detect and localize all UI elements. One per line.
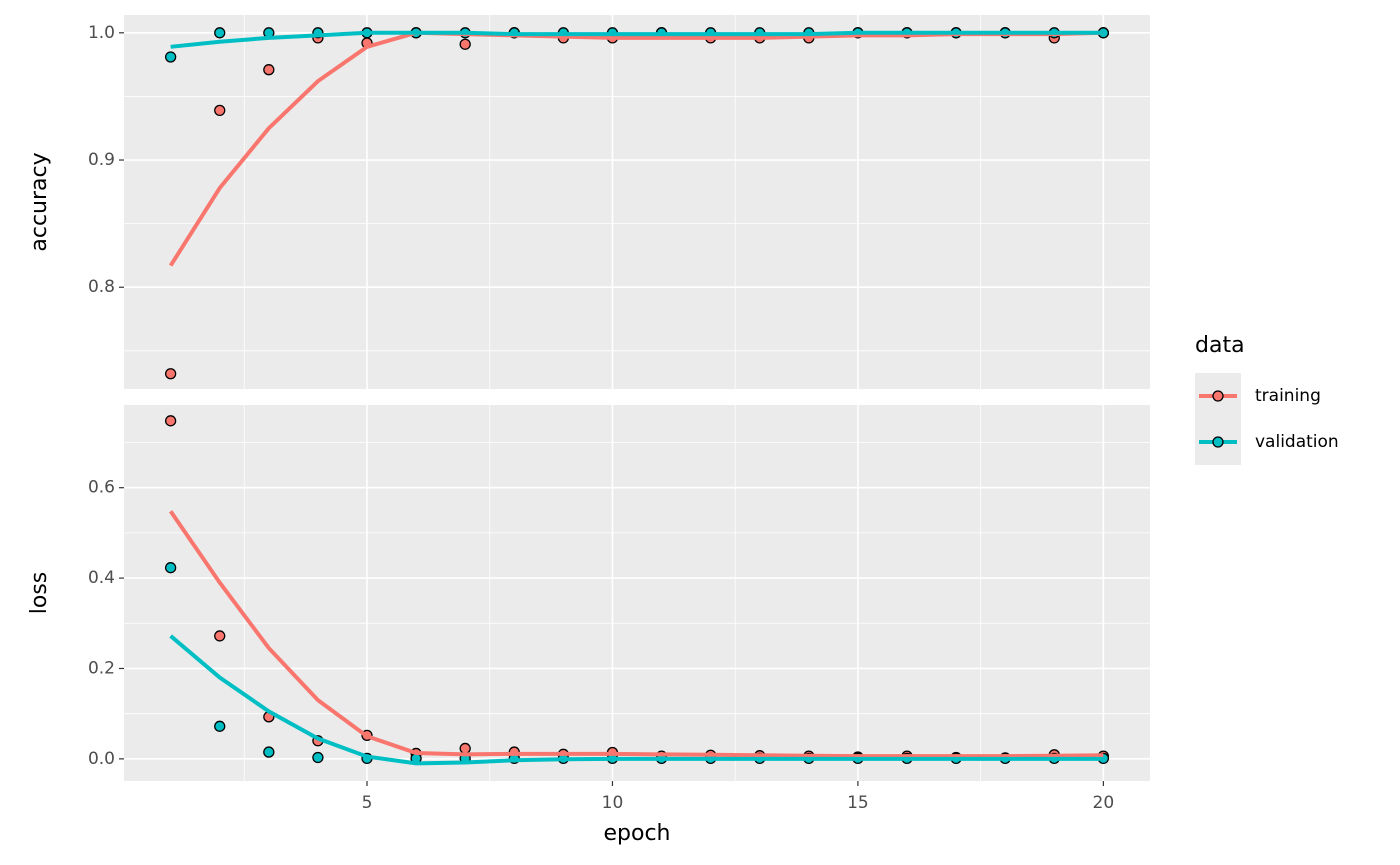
x-tick-label: 15 xyxy=(847,793,869,813)
point xyxy=(459,38,471,50)
point xyxy=(263,64,275,76)
x-tick-label: 10 xyxy=(602,793,624,813)
x-tick-label: 5 xyxy=(362,793,373,813)
y-axis-title: loss xyxy=(27,572,52,615)
point xyxy=(459,742,471,755)
legend-label: training xyxy=(1255,386,1321,406)
y-tick-label: 0.6 xyxy=(88,478,115,498)
y-tick-label: 0.2 xyxy=(88,658,115,678)
point xyxy=(164,368,177,380)
y-tick-label: 0.9 xyxy=(88,150,115,170)
panel-background xyxy=(124,405,1150,781)
point xyxy=(214,104,226,117)
point xyxy=(214,630,226,642)
x-axis-title: epoch xyxy=(604,821,671,846)
legend-point xyxy=(1212,390,1224,402)
y-tick-label: 0.8 xyxy=(88,277,115,297)
smooth-line xyxy=(170,30,1104,49)
y-tick-label: 0.4 xyxy=(88,568,115,588)
smooth-line xyxy=(169,634,1104,766)
legend-title: data xyxy=(1195,333,1245,358)
panel-background xyxy=(124,15,1150,389)
smooth-line xyxy=(168,510,1104,759)
y-tick-label: 1.0 xyxy=(88,23,115,43)
y-tick-label: 0.0 xyxy=(88,749,115,769)
x-tick-label: 20 xyxy=(1093,793,1115,813)
point xyxy=(312,751,324,764)
point xyxy=(164,51,177,63)
point xyxy=(214,27,226,39)
point xyxy=(164,415,177,427)
legend-point xyxy=(1212,436,1224,448)
y-axis-title: accuracy xyxy=(27,152,52,251)
point xyxy=(214,720,226,732)
point xyxy=(164,562,177,574)
point xyxy=(263,746,275,758)
legend-label: validation xyxy=(1255,432,1339,452)
